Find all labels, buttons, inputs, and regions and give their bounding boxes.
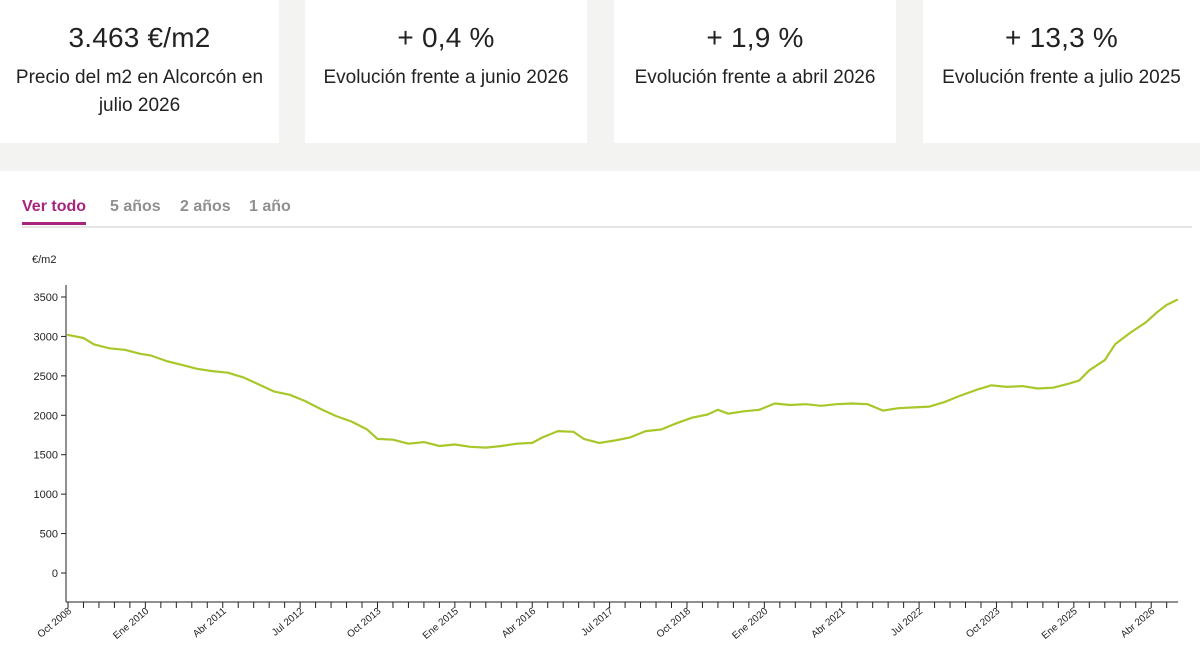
stat-value: + 13,3 % <box>1005 22 1118 53</box>
y-tick-label: 3000 <box>34 331 58 343</box>
stat-label: Evolución frente a junio 2026 <box>323 67 569 88</box>
tab-5-anos[interactable]: 5 años <box>110 198 161 215</box>
plot-area <box>66 298 1179 449</box>
stat-card-yearly: + 13,3 % Evolución frente a julio 2025 <box>923 0 1200 143</box>
stat-value: + 1,9 % <box>706 22 804 53</box>
x-tick-label: Abr 2011 <box>191 606 229 640</box>
price-chart: €/m2 0 500 1000 1500 2000 2500 3000 3500 Oct 20… <box>32 254 1179 642</box>
x-tick-label: Ene 2025 <box>1040 606 1080 642</box>
x-tick-label: Oct 2018 <box>655 606 693 641</box>
x-tick-label: Oct 2023 <box>964 606 1002 641</box>
stat-value: + 0,4 % <box>397 22 495 53</box>
y-axis: 0 500 1000 1500 2000 2500 3000 3500 <box>34 285 67 602</box>
x-tick-label: Abr 2016 <box>500 606 538 641</box>
y-tick-label: 3500 <box>34 292 58 304</box>
x-tick-label: Oct 2008 <box>36 606 74 641</box>
y-tick-label: 2500 <box>34 371 58 383</box>
price-series-line <box>66 298 1179 449</box>
x-tick-label: Ene 2015 <box>421 606 461 642</box>
y-tick-label: 2000 <box>34 410 58 422</box>
y-tick-label: 1500 <box>34 450 58 462</box>
x-axis: Oct 2008 Ene 2010 Abr 2011 Jul 2012 Oct 2013… <box>36 601 1178 642</box>
x-tick-label: Jul 2017 <box>579 606 615 639</box>
stat-card-price: 3.463 €/m2 Precio del m2 en Alcorcón en … <box>0 0 279 143</box>
tab-2-anos[interactable]: 2 años <box>180 198 231 215</box>
stat-value: 3.463 €/m2 <box>68 22 211 53</box>
stat-card-quarterly: + 1,9 % Evolución frente a abril 2026 <box>614 0 896 143</box>
x-tick-label: Ene 2010 <box>111 606 151 642</box>
tab-1-ano[interactable]: 1 año <box>249 198 291 215</box>
range-tabs: Ver todo 5 años 2 años 1 año <box>22 196 1192 228</box>
y-tick-label: 0 <box>52 568 58 580</box>
stat-label: Evolución frente a abril 2026 <box>634 67 876 88</box>
y-tick-label: 1000 <box>34 489 58 501</box>
x-tick-label: Jul 2012 <box>270 606 306 639</box>
stat-label: Evolución frente a julio 2025 <box>942 67 1181 88</box>
stats-band: 3.463 €/m2 Precio del m2 en Alcorcón en … <box>0 0 1200 171</box>
stat-card-monthly: + 0,4 % Evolución frente a junio 2026 <box>305 0 587 143</box>
x-tick-label: Abr 2026 <box>1119 606 1157 641</box>
y-axis-unit: €/m2 <box>32 254 56 266</box>
x-tick-label: Jul 2022 <box>889 606 925 639</box>
x-tick-label: Ene 2020 <box>730 606 770 642</box>
stat-label: Precio del m2 en Alcorcón en julio 2026 <box>15 67 264 116</box>
x-tick-label: Abr 2021 <box>809 606 847 641</box>
x-tick-label: Oct 2013 <box>345 606 383 641</box>
tab-ver-todo[interactable]: Ver todo <box>22 196 87 225</box>
y-tick-label: 500 <box>40 529 58 541</box>
